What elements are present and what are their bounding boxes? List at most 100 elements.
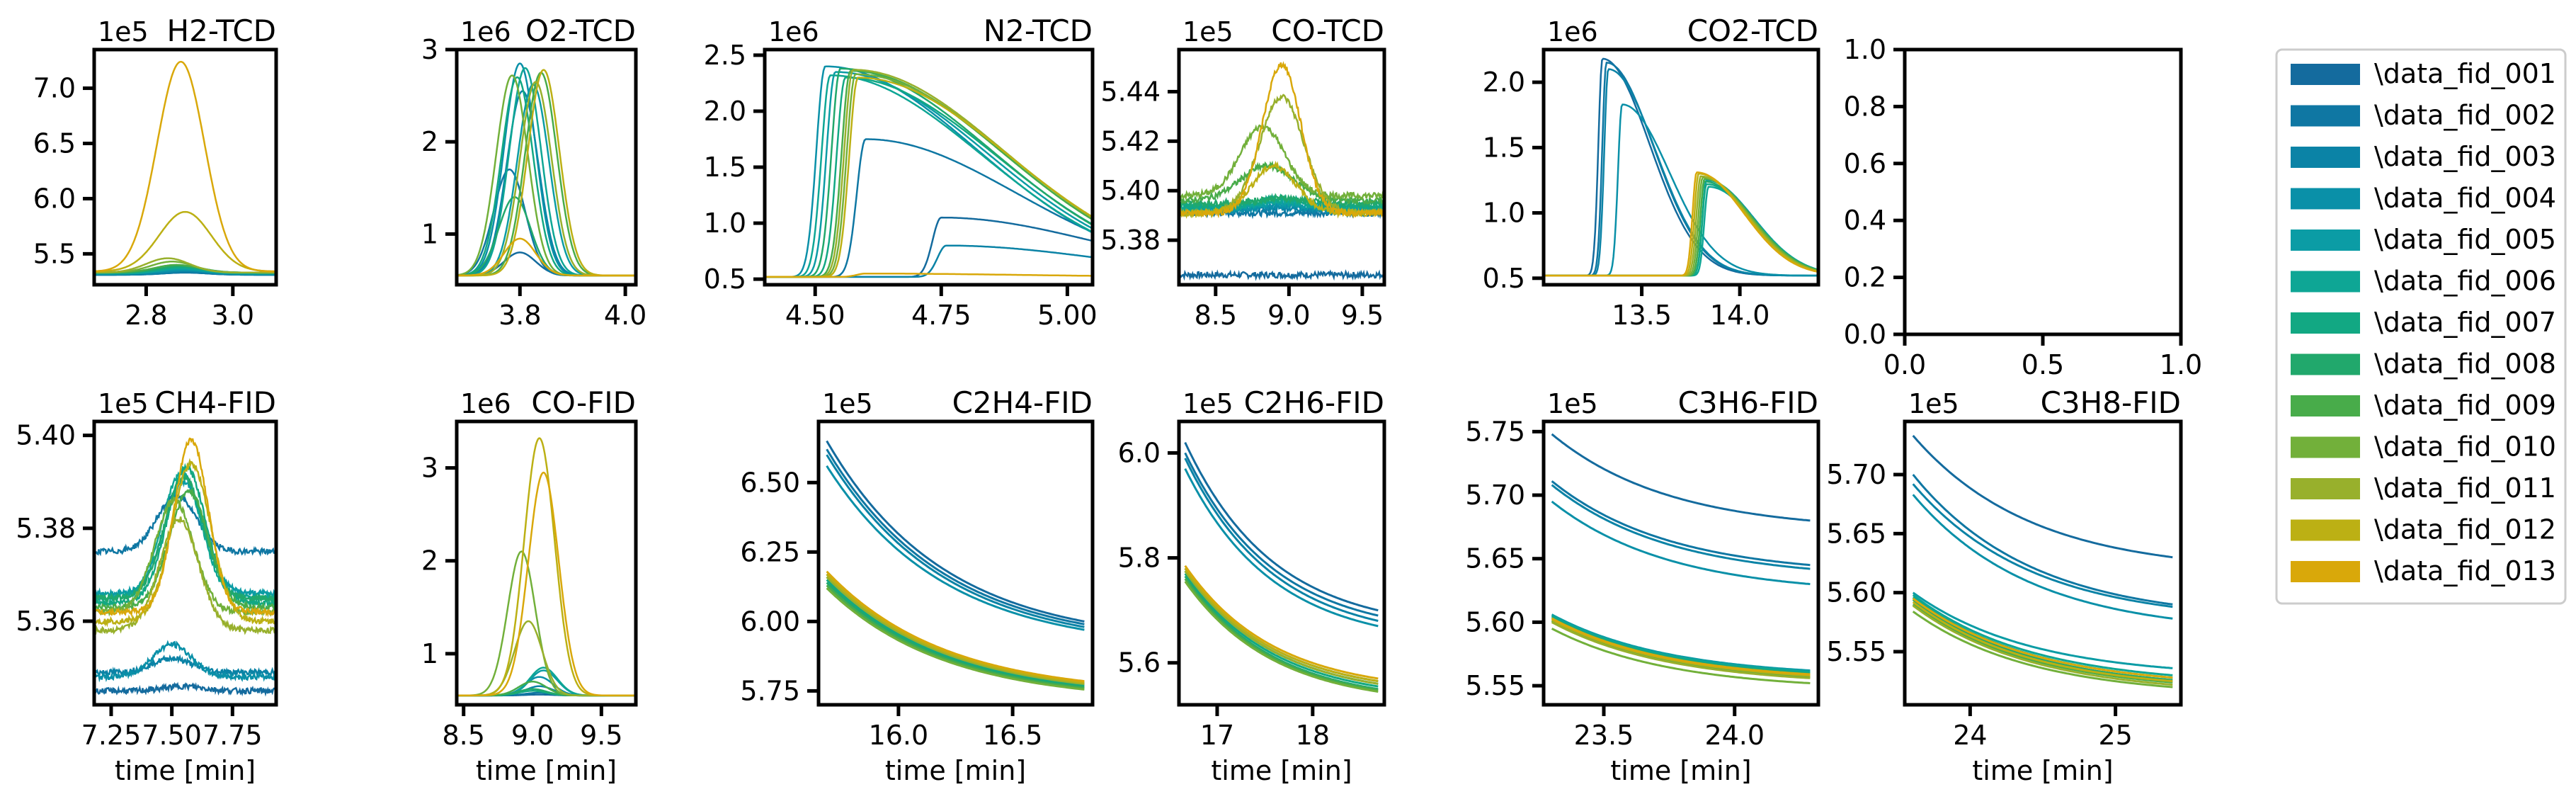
y-tick-label: 2 (421, 126, 438, 157)
series-line (94, 681, 276, 697)
x-tick-label: 23.5 (1574, 720, 1634, 751)
subplot-title: N2-TCD (984, 13, 1093, 48)
y-tick-label: 6.25 (740, 536, 800, 567)
subplot-co-tcd: 8.5 9.0 9.5 5.38 5.40 5.42 5.44 1e5 CO-TCD (1100, 13, 1386, 331)
subplot-empty: 0.0 0.5 1.0 0.0 0.2 0.4 0.6 0.8 1.0 (1844, 34, 2203, 380)
offset-text: 1e6 (460, 388, 511, 419)
subplot-c3h6-fid: 23.5 24.0 5.55 5.60 5.65 5.70 5.75 1e5 C3H6-FID t… (1465, 385, 1820, 786)
x-tick-label: 14.0 (1710, 300, 1770, 331)
plot-area (1184, 441, 1379, 693)
y-tick-label: 5.65 (1465, 543, 1525, 574)
series-line (1912, 474, 2173, 606)
series-line (1184, 578, 1379, 691)
x-tick-label: 24 (1953, 720, 1987, 751)
subplot-title: C2H4-FID (952, 385, 1093, 420)
x-tick-label: 8.5 (443, 720, 485, 751)
legend-swatch (2291, 271, 2360, 293)
y-tick-label: 2 (421, 545, 438, 577)
series-line (1184, 441, 1379, 612)
offset-text: 1e5 (98, 388, 149, 419)
series-line (1551, 615, 1811, 673)
series-line (1184, 575, 1379, 691)
series-line (94, 257, 276, 274)
legend-label: \data_fid_001 (2374, 58, 2556, 89)
legend-label: \data_fid_002 (2374, 100, 2556, 131)
series-line (765, 244, 1093, 278)
series-line (1544, 179, 1818, 277)
series-line (1184, 572, 1379, 688)
axes-frame (1903, 419, 2183, 707)
series-line (457, 471, 636, 697)
legend-label: \data_fid_013 (2374, 555, 2556, 586)
subplot-title: CO2-TCD (1687, 13, 1818, 48)
y-tick-label: 5.60 (1465, 606, 1525, 638)
x-tick-label: 5.00 (1037, 300, 1098, 331)
x-tick-label: 16.5 (983, 720, 1043, 751)
offset-text: 1e5 (1547, 388, 1598, 419)
series-line (1544, 186, 1818, 277)
series-line (765, 71, 1093, 278)
subplot-title: CH4-FID (154, 385, 276, 420)
series-line (94, 516, 276, 635)
subplot-title: C3H6-FID (1678, 385, 1818, 420)
x-tick-label: 4.50 (785, 300, 845, 331)
y-tick-label: 5.70 (1465, 480, 1525, 511)
series-line (1179, 269, 1384, 281)
series-line (1551, 484, 1811, 570)
legend-label: \data_fid_007 (2374, 307, 2556, 338)
y-tick-label: 5.36 (16, 606, 76, 637)
x-tick-label: 13.5 (1612, 300, 1672, 331)
x-tick-label: 9.0 (1267, 300, 1310, 331)
axes-frame (455, 419, 638, 707)
legend-label: \data_fid_004 (2374, 183, 2556, 214)
series-line (94, 458, 276, 628)
series-line (826, 576, 1085, 686)
y-tick-label: 5.75 (1465, 416, 1525, 447)
subplot-ch4-fid: 7.25 7.50 7.75 5.36 5.38 5.40 1e5 CH4-FID time [… (16, 385, 278, 786)
series-line (1544, 176, 1818, 277)
series-line (1184, 570, 1379, 685)
series-line (1551, 480, 1811, 567)
y-tick-label: 2.0 (704, 96, 746, 127)
series-line (94, 472, 276, 604)
legend-label: \data_fid_006 (2374, 266, 2556, 297)
x-tick-label: 7.25 (81, 720, 142, 751)
offset-text: 1e6 (1547, 16, 1598, 47)
series-line (765, 272, 1093, 278)
series-line (457, 67, 636, 277)
series-line (1551, 616, 1811, 674)
plot-area (1544, 57, 1818, 277)
y-tick-label: 5.75 (740, 675, 800, 706)
series-line (1551, 618, 1811, 677)
series-line (1184, 581, 1379, 693)
x-tick-label: 18 (1296, 720, 1330, 751)
series-line (457, 237, 636, 277)
x-tick-label: 1.0 (2160, 349, 2202, 380)
x-tick-label: 9.0 (511, 720, 554, 751)
axes-frame (1541, 419, 1820, 707)
plot-area (94, 437, 276, 697)
x-tick-label: 0.0 (1883, 349, 1926, 380)
plot-area (94, 60, 276, 276)
y-tick-label: 5.6 (1118, 647, 1161, 679)
subplot-c2h6-fid: 17 18 5.6 5.8 6.0 1e5 C2H6-FID time [min] (1118, 385, 1386, 786)
series-line (1544, 57, 1818, 277)
subplot-title: H2-TCD (167, 13, 276, 48)
offset-text: 1e5 (1908, 388, 1959, 419)
series-line (1912, 435, 2173, 559)
y-tick-label: 0.4 (1844, 205, 1886, 236)
subplot-c2h4-fid: 16.0 16.5 5.75 6.00 6.25 6.50 1e5 C2H4-FID time … (740, 385, 1095, 786)
series-line (1551, 617, 1811, 676)
series-line (94, 654, 276, 679)
series-line (826, 587, 1085, 691)
series-line (1551, 621, 1811, 679)
legend-swatch (2291, 188, 2360, 210)
series-line (94, 271, 276, 276)
series-line (94, 492, 276, 557)
plot-area (457, 62, 636, 277)
legend-swatch (2291, 436, 2360, 458)
x-axis-label: time [min] (1972, 755, 2113, 786)
y-tick-label: 3 (421, 34, 438, 65)
subplot-n2-tcd: 4.50 4.75 5.00 0.5 1.0 1.5 2.0 2.5 1e6 N2-TCD (704, 13, 1098, 331)
offset-text: 1e6 (768, 16, 819, 47)
